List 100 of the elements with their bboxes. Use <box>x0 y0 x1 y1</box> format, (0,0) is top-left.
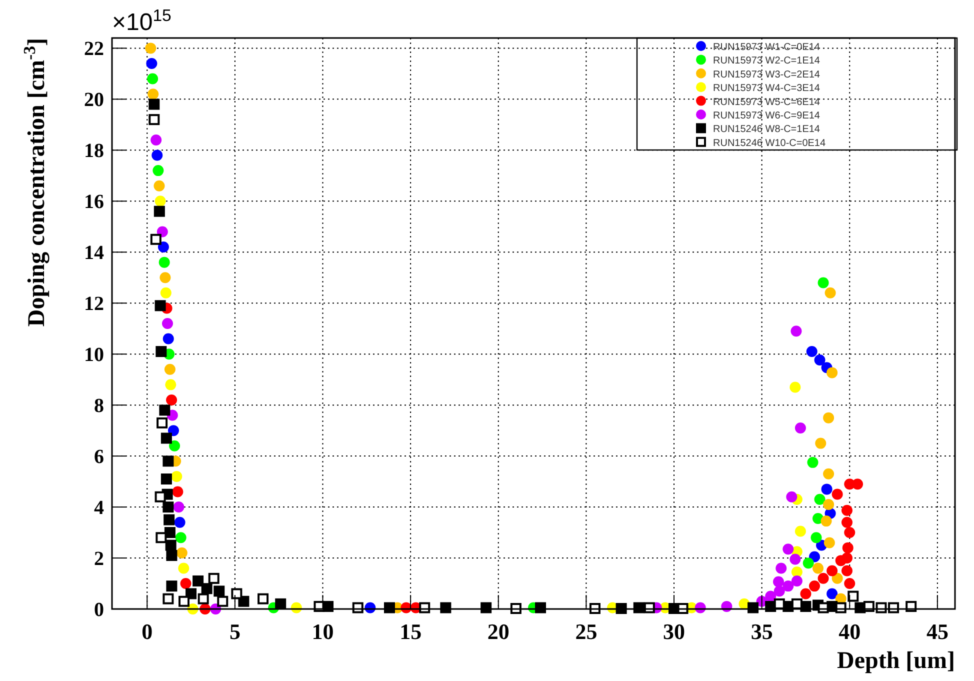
point <box>166 550 178 561</box>
legend-label: RUN15973 W2-C=1E14 <box>713 56 820 67</box>
point <box>158 256 170 268</box>
point <box>160 272 171 284</box>
point <box>258 593 269 604</box>
point <box>841 504 852 516</box>
point <box>826 588 838 600</box>
point <box>806 346 818 358</box>
legend-label: RUN15246 W8-C=1E14 <box>713 124 820 136</box>
point <box>776 562 787 574</box>
point <box>791 598 802 610</box>
x-tick-label: 45 <box>926 619 948 644</box>
x-tick-label: 30 <box>663 619 685 644</box>
point <box>192 575 204 586</box>
point <box>154 196 166 207</box>
point <box>162 318 173 329</box>
point <box>201 583 212 594</box>
point <box>772 576 784 588</box>
point <box>794 422 806 434</box>
point <box>156 532 167 544</box>
point <box>848 590 859 602</box>
x-tick-label: 40 <box>838 619 861 644</box>
point <box>159 404 170 416</box>
point <box>818 572 829 584</box>
point <box>774 598 785 610</box>
point <box>150 234 162 245</box>
point <box>217 596 228 607</box>
y-tick-label: 16 <box>84 191 104 214</box>
point <box>173 502 184 513</box>
point <box>172 486 184 498</box>
point <box>178 596 190 607</box>
point <box>815 438 826 449</box>
point <box>275 598 286 610</box>
y-tick-label: 10 <box>84 344 104 366</box>
point <box>214 586 225 597</box>
point <box>807 456 818 468</box>
point <box>154 300 166 312</box>
point <box>841 565 852 576</box>
point <box>841 516 852 528</box>
x-tick-label: 5 <box>229 619 240 644</box>
y-tick-label: 8 <box>94 395 104 418</box>
point <box>178 562 190 574</box>
point <box>814 354 826 366</box>
point <box>158 242 169 253</box>
point <box>156 346 167 358</box>
point <box>810 532 822 544</box>
point <box>166 580 178 592</box>
y-tick-label: 6 <box>94 446 104 468</box>
point <box>150 134 162 146</box>
point <box>171 470 182 482</box>
x-axis-title: Depth [um] <box>837 648 955 674</box>
point <box>198 593 209 604</box>
point <box>186 588 197 600</box>
y-tick-label: 4 <box>94 497 104 520</box>
point <box>790 326 802 337</box>
point <box>164 527 176 538</box>
point <box>842 542 854 554</box>
point <box>156 417 168 428</box>
point <box>238 596 250 607</box>
legend-label: RUN15973 W6-C=9E14 <box>713 110 820 122</box>
point <box>160 287 172 298</box>
y-tick-label: 18 <box>84 140 104 162</box>
x-tick-label: 0 <box>142 619 153 644</box>
point <box>823 498 834 510</box>
y-tick-label: 20 <box>84 89 104 112</box>
point <box>180 578 192 590</box>
point <box>790 554 801 565</box>
point <box>154 206 165 217</box>
point <box>160 432 172 444</box>
point <box>802 558 814 569</box>
x-tick-label: 35 <box>750 619 773 644</box>
legend-label: RUN15973 W1-C=0E14 <box>713 42 820 53</box>
point <box>814 494 826 505</box>
point <box>832 572 843 584</box>
point <box>165 540 176 551</box>
point <box>812 562 824 574</box>
point <box>823 412 834 424</box>
legend-label: RUN15973 W4-C=3E14 <box>713 83 820 94</box>
point <box>166 394 178 406</box>
point <box>782 580 794 592</box>
point <box>790 382 801 393</box>
x-tick-label: 20 <box>487 619 510 644</box>
point <box>231 588 242 600</box>
point <box>169 440 180 452</box>
point <box>176 547 188 558</box>
point <box>156 226 168 238</box>
point <box>844 578 856 590</box>
point <box>148 88 159 100</box>
point <box>154 491 166 502</box>
point <box>208 572 220 584</box>
point <box>824 287 836 298</box>
point <box>174 516 186 528</box>
x-tick-label: 10 <box>312 619 334 644</box>
point <box>841 552 852 564</box>
legend-label: RUN15973 W3-C=2E14 <box>713 69 820 80</box>
legend-label: RUN15246 W10-C=0E14 <box>713 138 826 149</box>
point <box>154 180 165 192</box>
point <box>162 333 174 344</box>
point <box>844 527 856 538</box>
point <box>824 537 835 548</box>
